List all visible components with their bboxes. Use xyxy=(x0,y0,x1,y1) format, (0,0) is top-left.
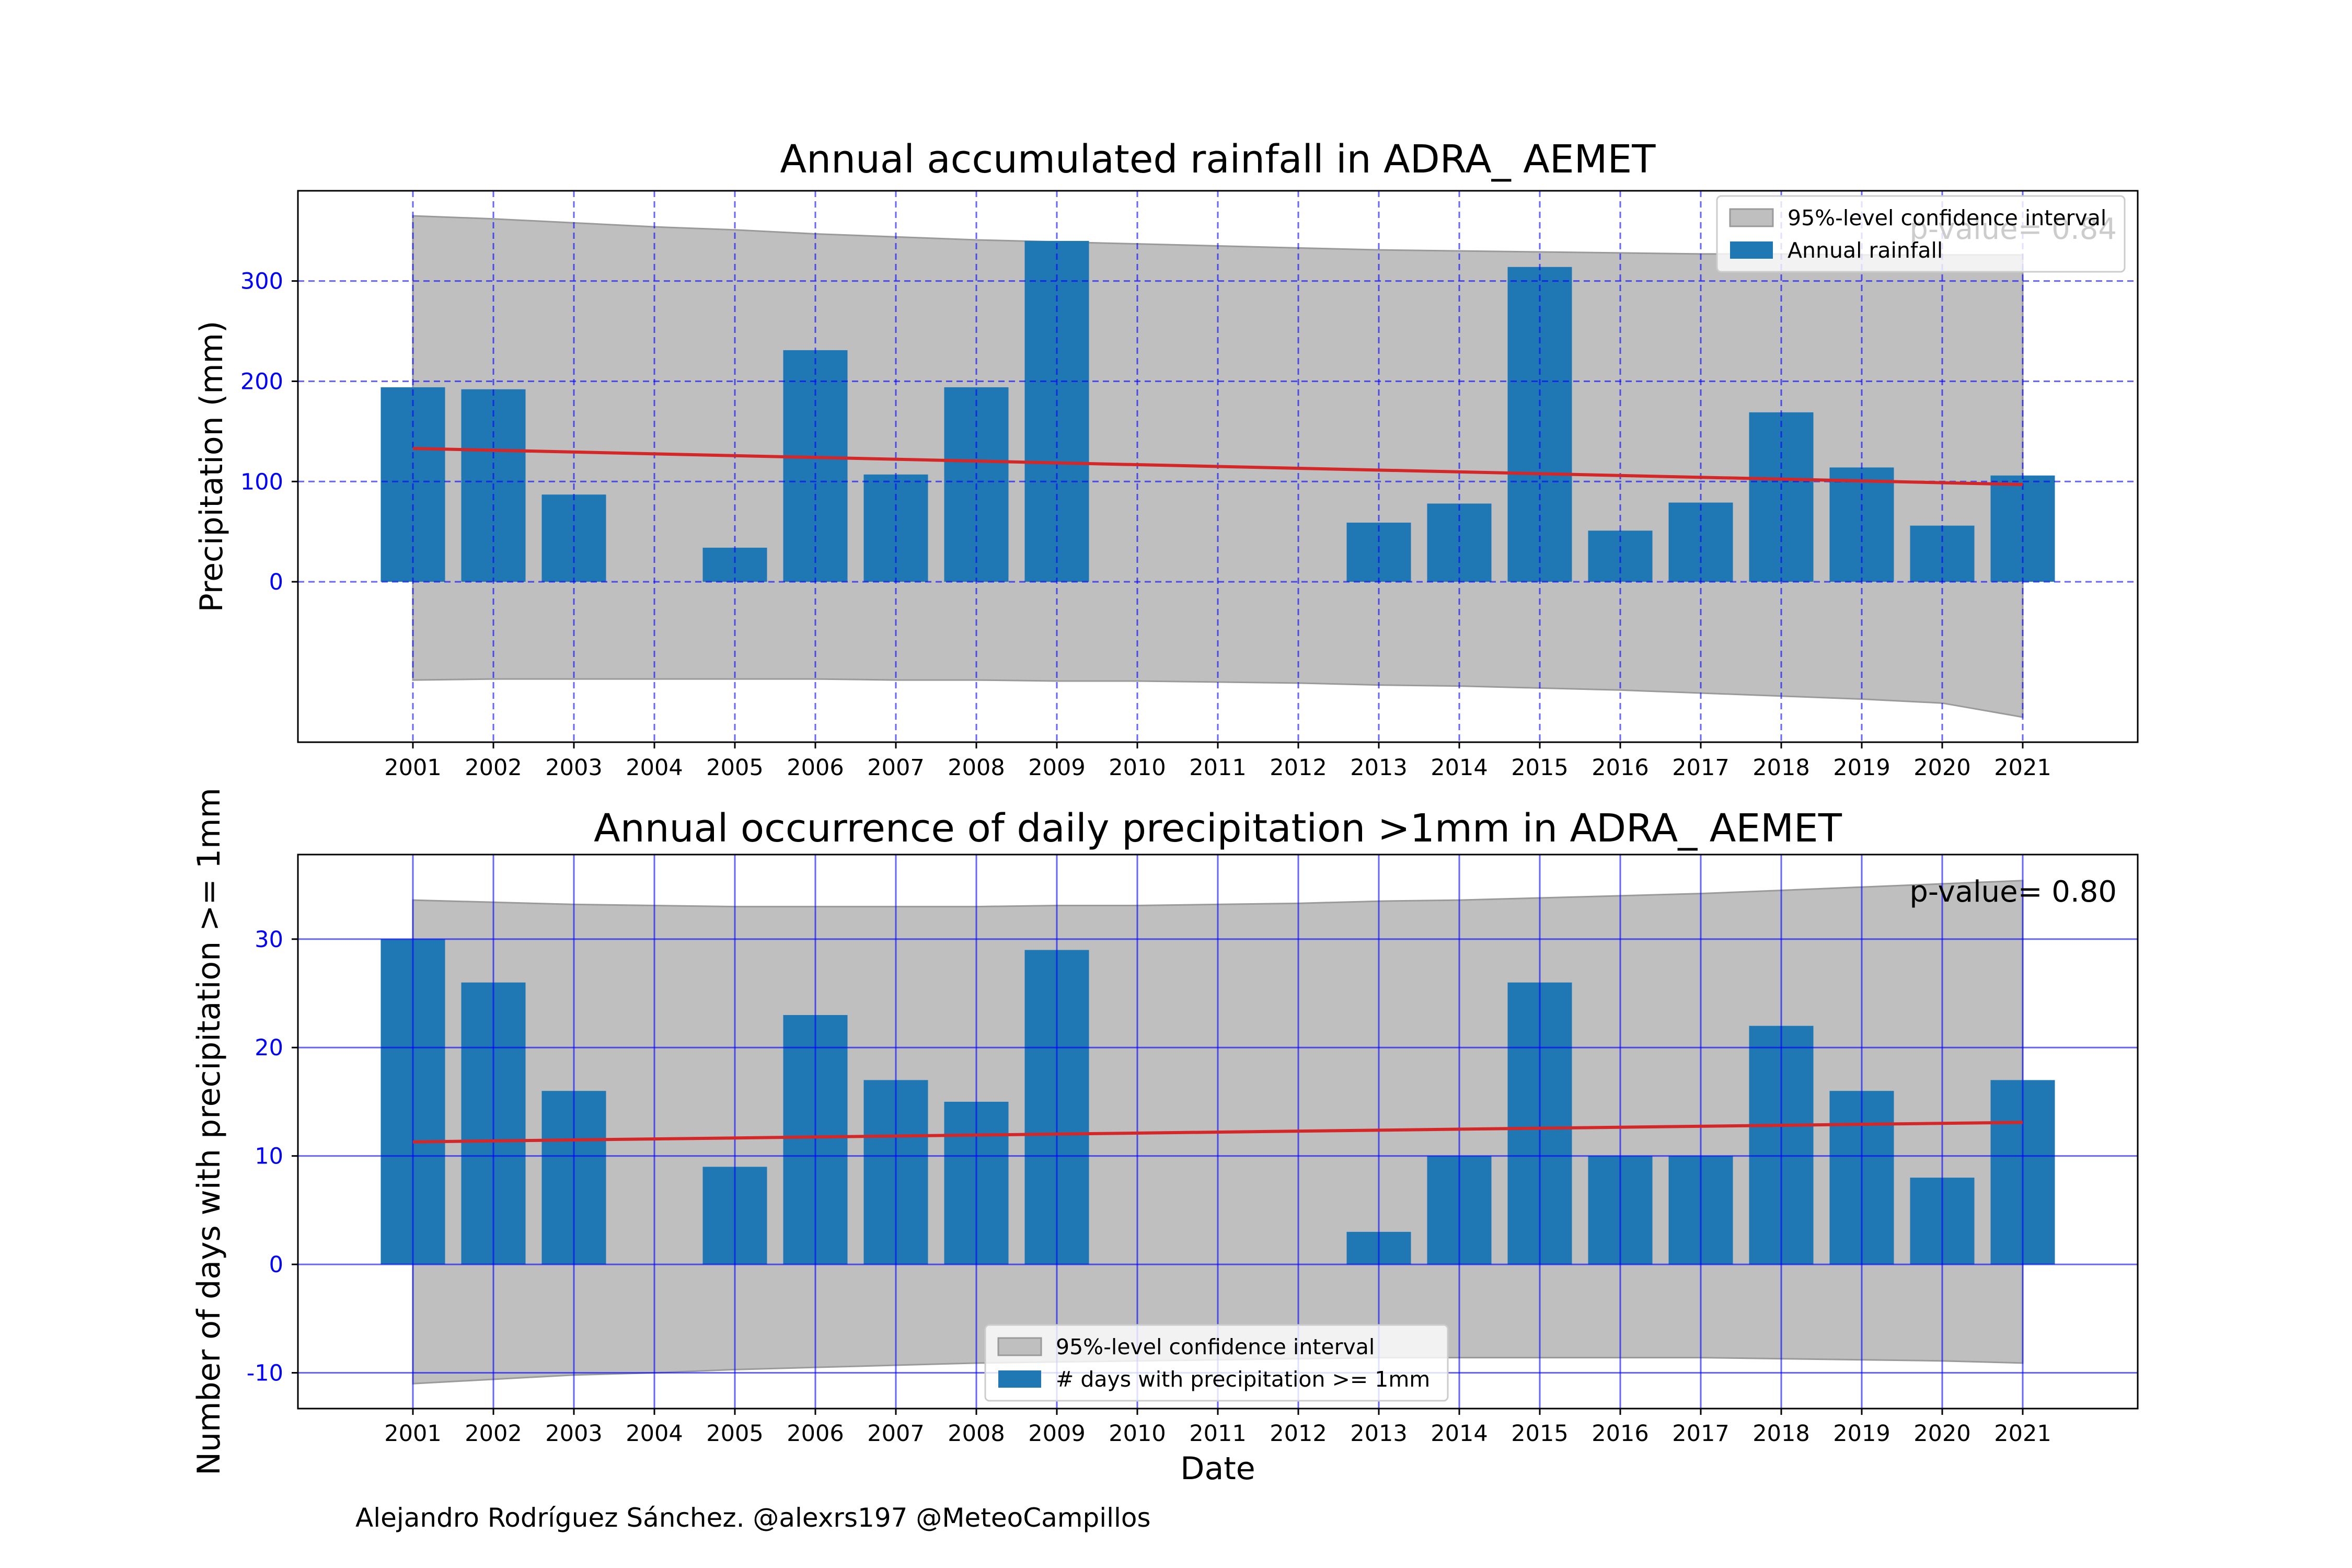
legend-swatch-band xyxy=(1729,208,1774,227)
x-tick-label: 2012 xyxy=(1270,755,1327,781)
x-tick-label: 2005 xyxy=(706,1421,763,1447)
x-tick-label: 2006 xyxy=(787,1421,844,1447)
x-tick-label: 2009 xyxy=(1028,1421,1085,1447)
x-tick-label: 2001 xyxy=(384,755,441,781)
x-axis-label: Date xyxy=(1180,1450,1255,1487)
x-tick-label: 2015 xyxy=(1511,755,1568,781)
x-tick-label: 2005 xyxy=(706,755,763,781)
y-tick-label: -10 xyxy=(247,1361,283,1387)
x-tick-label: 2017 xyxy=(1672,755,1729,781)
x-tick-label: 2021 xyxy=(1994,755,2051,781)
bar-2005 xyxy=(702,547,767,582)
x-tick-label: 2002 xyxy=(465,1421,522,1447)
p-value-text: p-value= 0.80 xyxy=(1909,875,2117,909)
legend-swatch-bar xyxy=(1730,241,1773,259)
y-tick-label: 20 xyxy=(255,1035,283,1061)
legend-swatch-bar xyxy=(998,1370,1041,1388)
x-tick-label: 2017 xyxy=(1672,1421,1729,1447)
x-tick-label: 2016 xyxy=(1592,755,1648,781)
y-axis-label: Precipitation (mm) xyxy=(193,321,230,613)
x-tick-label: 2020 xyxy=(1913,1421,1970,1447)
legend-box xyxy=(1716,195,2126,273)
x-tick-label: 2018 xyxy=(1753,755,1809,781)
x-tick-label: 2018 xyxy=(1753,1421,1809,1447)
x-tick-label: 2006 xyxy=(787,755,844,781)
x-tick-label: 2013 xyxy=(1350,1421,1407,1447)
x-tick-label: 2008 xyxy=(948,755,1005,781)
x-tick-label: 2004 xyxy=(626,755,683,781)
legend: 95%-level confidence interval Annual rain… xyxy=(1716,195,2126,273)
x-tick-label: 2019 xyxy=(1833,755,1890,781)
x-tick-label: 2007 xyxy=(867,1421,924,1447)
y-tick-label: 0 xyxy=(269,1252,283,1278)
x-tick-label: 2008 xyxy=(948,1421,1005,1447)
y-tick-label: 300 xyxy=(240,269,283,295)
x-tick-label: 2002 xyxy=(465,755,522,781)
x-tick-label: 2004 xyxy=(626,1421,683,1447)
x-tick-label: 2015 xyxy=(1511,1421,1568,1447)
trend-line xyxy=(412,446,2023,487)
y-axis-label: Number of days with precipitation >= 1mm xyxy=(191,788,227,1475)
x-tick-label: 2012 xyxy=(1270,1421,1327,1447)
x-tick-label: 2013 xyxy=(1350,755,1407,781)
trend-line xyxy=(412,1121,2023,1144)
x-tick-label: 2014 xyxy=(1431,1421,1488,1447)
y-tick-label: 10 xyxy=(255,1144,283,1170)
x-tick-label: 2003 xyxy=(545,1421,602,1447)
rainfall-chart: 0 100 200 300 2001 2002 2003 2004 2005 2006 2007 20… xyxy=(193,137,2139,781)
legend-label-band: 95%-level confidence interval xyxy=(1788,205,2106,230)
legend: 95%-level confidence interval # days with… xyxy=(984,1324,1449,1402)
x-tick-label: 2011 xyxy=(1189,755,1246,781)
chart-title: Annual accumulated rainfall in ADRA_ AEM… xyxy=(780,137,1656,182)
x-tick-label: 2021 xyxy=(1994,1421,2051,1447)
legend-label-bar: # days with precipitation >= 1mm xyxy=(1056,1367,1430,1392)
x-tick-label: 2010 xyxy=(1109,755,1166,781)
x-tick-label: 2010 xyxy=(1109,1421,1166,1447)
y-tick-label: 100 xyxy=(240,469,283,495)
chart-title: Annual occurrence of daily precipitation… xyxy=(594,806,1842,851)
x-tick-label: 2009 xyxy=(1028,755,1085,781)
legend-box xyxy=(984,1324,1449,1402)
y-tick-label: 0 xyxy=(269,569,283,595)
x-tick-label: 2016 xyxy=(1592,1421,1648,1447)
x-tick-label: 2003 xyxy=(545,755,602,781)
x-tick-label: 2007 xyxy=(867,755,924,781)
legend-swatch-band xyxy=(997,1337,1042,1356)
x-tick-label: 2011 xyxy=(1189,1421,1246,1447)
y-tick-label: 30 xyxy=(255,927,283,953)
x-tick-label: 2019 xyxy=(1833,1421,1890,1447)
rain-days-chart: -10 0 10 20 30 2001 2002 2003 2004 2005 2006 2007 20… xyxy=(191,788,2139,1487)
x-tick-label: 2020 xyxy=(1913,755,1970,781)
author-credit: Alejandro Rodríguez Sánchez. @alexrs197 … xyxy=(355,1503,1151,1533)
y-tick-label: 200 xyxy=(240,368,283,395)
x-tick-label: 2001 xyxy=(384,1421,441,1447)
legend-label-bar: Annual rainfall xyxy=(1788,238,1943,263)
x-tick-label: 2014 xyxy=(1431,755,1488,781)
legend-label-band: 95%-level confidence interval xyxy=(1056,1334,1375,1359)
